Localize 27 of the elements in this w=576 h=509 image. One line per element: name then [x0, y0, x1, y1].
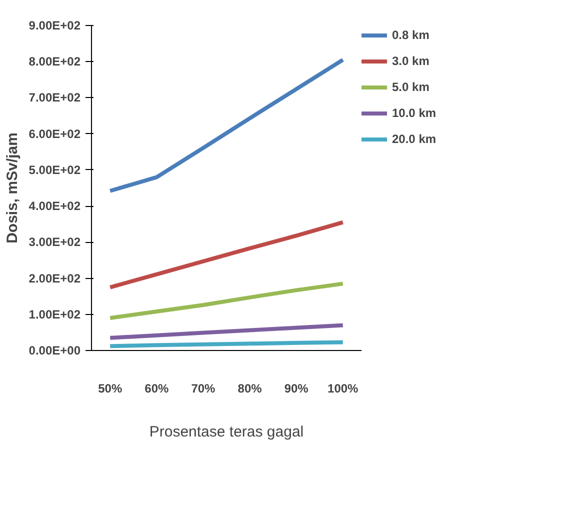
- line-series: [108, 58, 345, 193]
- line-series: [108, 323, 345, 340]
- x-axis-title: Prosentase teras gagal: [149, 424, 304, 440]
- x-tick-label: 80%: [238, 382, 262, 396]
- y-tick-label: 1.00E+02: [28, 307, 81, 322]
- legend-label: 5.0 km: [392, 80, 430, 94]
- legend-label: 3.0 km: [392, 54, 430, 68]
- x-tick-label: 100%: [328, 382, 359, 396]
- y-tick-label: 2.00E+02: [28, 271, 81, 286]
- y-tick-label: 6.00E+02: [28, 126, 81, 141]
- x-tick-label: 50%: [98, 382, 122, 396]
- y-tick-label: 7.00E+02: [28, 90, 81, 105]
- y-tick-label: 9.00E+02: [28, 18, 81, 32]
- legend-label: 10.0 km: [392, 106, 438, 120]
- y-tick-label: 5.00E+02: [28, 162, 81, 177]
- legend-label: 0.8 km: [392, 28, 430, 42]
- x-tick-label: 60%: [144, 382, 170, 396]
- y-tick-label: 8.00E+02: [28, 54, 81, 69]
- y-axis-title: Dosis, mSv/jam: [4, 132, 21, 244]
- x-tick-label: 70%: [191, 382, 216, 396]
- legend-label: 20.0 km: [392, 132, 438, 146]
- y-tick-label: 3.00E+02: [28, 235, 81, 250]
- line-series: [108, 282, 345, 320]
- x-tick-label: 90%: [284, 382, 309, 396]
- line-series: [108, 220, 345, 290]
- y-tick-label: 4.00E+02: [28, 199, 81, 214]
- y-tick-label: 0.00E+00: [28, 344, 81, 358]
